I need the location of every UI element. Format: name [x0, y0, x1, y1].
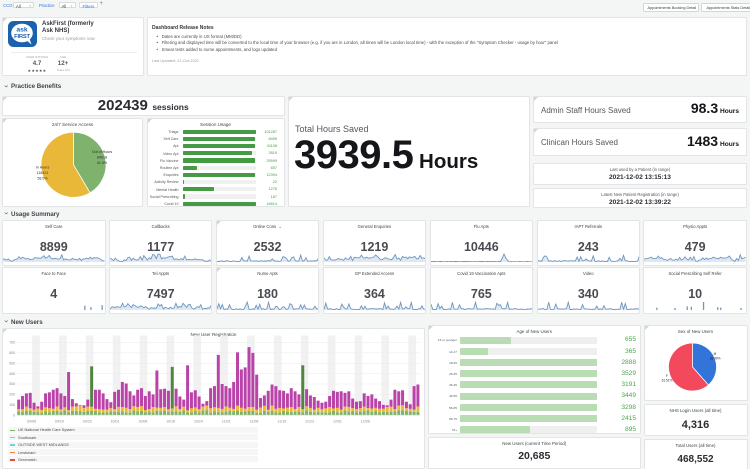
svg-text:38.49%: 38.49% — [709, 356, 720, 360]
svg-text:M: M — [713, 352, 716, 356]
svg-text:FIRST: FIRST — [14, 34, 30, 40]
svg-text:700: 700 — [9, 340, 15, 344]
svg-text:Out of Hours: Out of Hours — [92, 150, 113, 154]
svg-text:11/23: 11/23 — [305, 419, 314, 423]
svg-text:10/24: 10/24 — [194, 419, 203, 423]
svg-text:F: F — [666, 374, 668, 378]
svg-text:12/01: 12/01 — [333, 419, 342, 423]
svg-text:11/16: 11/16 — [278, 419, 287, 423]
svg-text:400: 400 — [9, 371, 15, 375]
svg-text:10/08: 10/08 — [138, 419, 147, 423]
svg-text:10/01: 10/01 — [111, 419, 120, 423]
svg-text:300: 300 — [9, 382, 15, 386]
svg-text:ask: ask — [16, 26, 28, 33]
svg-text:58.5%: 58.5% — [37, 177, 48, 181]
svg-text:41.5%: 41.5% — [97, 161, 108, 165]
svg-text:12/08: 12/08 — [361, 419, 370, 423]
svg-text:10/16: 10/16 — [166, 419, 175, 423]
svg-text:09/08: 09/08 — [27, 419, 36, 423]
svg-text:61.51%: 61.51% — [661, 378, 672, 382]
svg-text:09/23: 09/23 — [83, 419, 92, 423]
svg-text:200: 200 — [9, 392, 15, 396]
svg-text:0: 0 — [13, 413, 15, 417]
svg-text:In Hours: In Hours — [36, 166, 50, 170]
svg-text:84018: 84018 — [97, 156, 107, 160]
svg-text:100: 100 — [9, 403, 15, 407]
svg-text:118421: 118421 — [37, 171, 49, 175]
svg-text:600: 600 — [9, 351, 15, 355]
svg-text:11/08: 11/08 — [250, 419, 259, 423]
svg-text:500: 500 — [9, 361, 15, 365]
svg-text:11/01: 11/01 — [222, 419, 231, 423]
svg-text:09/16: 09/16 — [55, 419, 64, 423]
